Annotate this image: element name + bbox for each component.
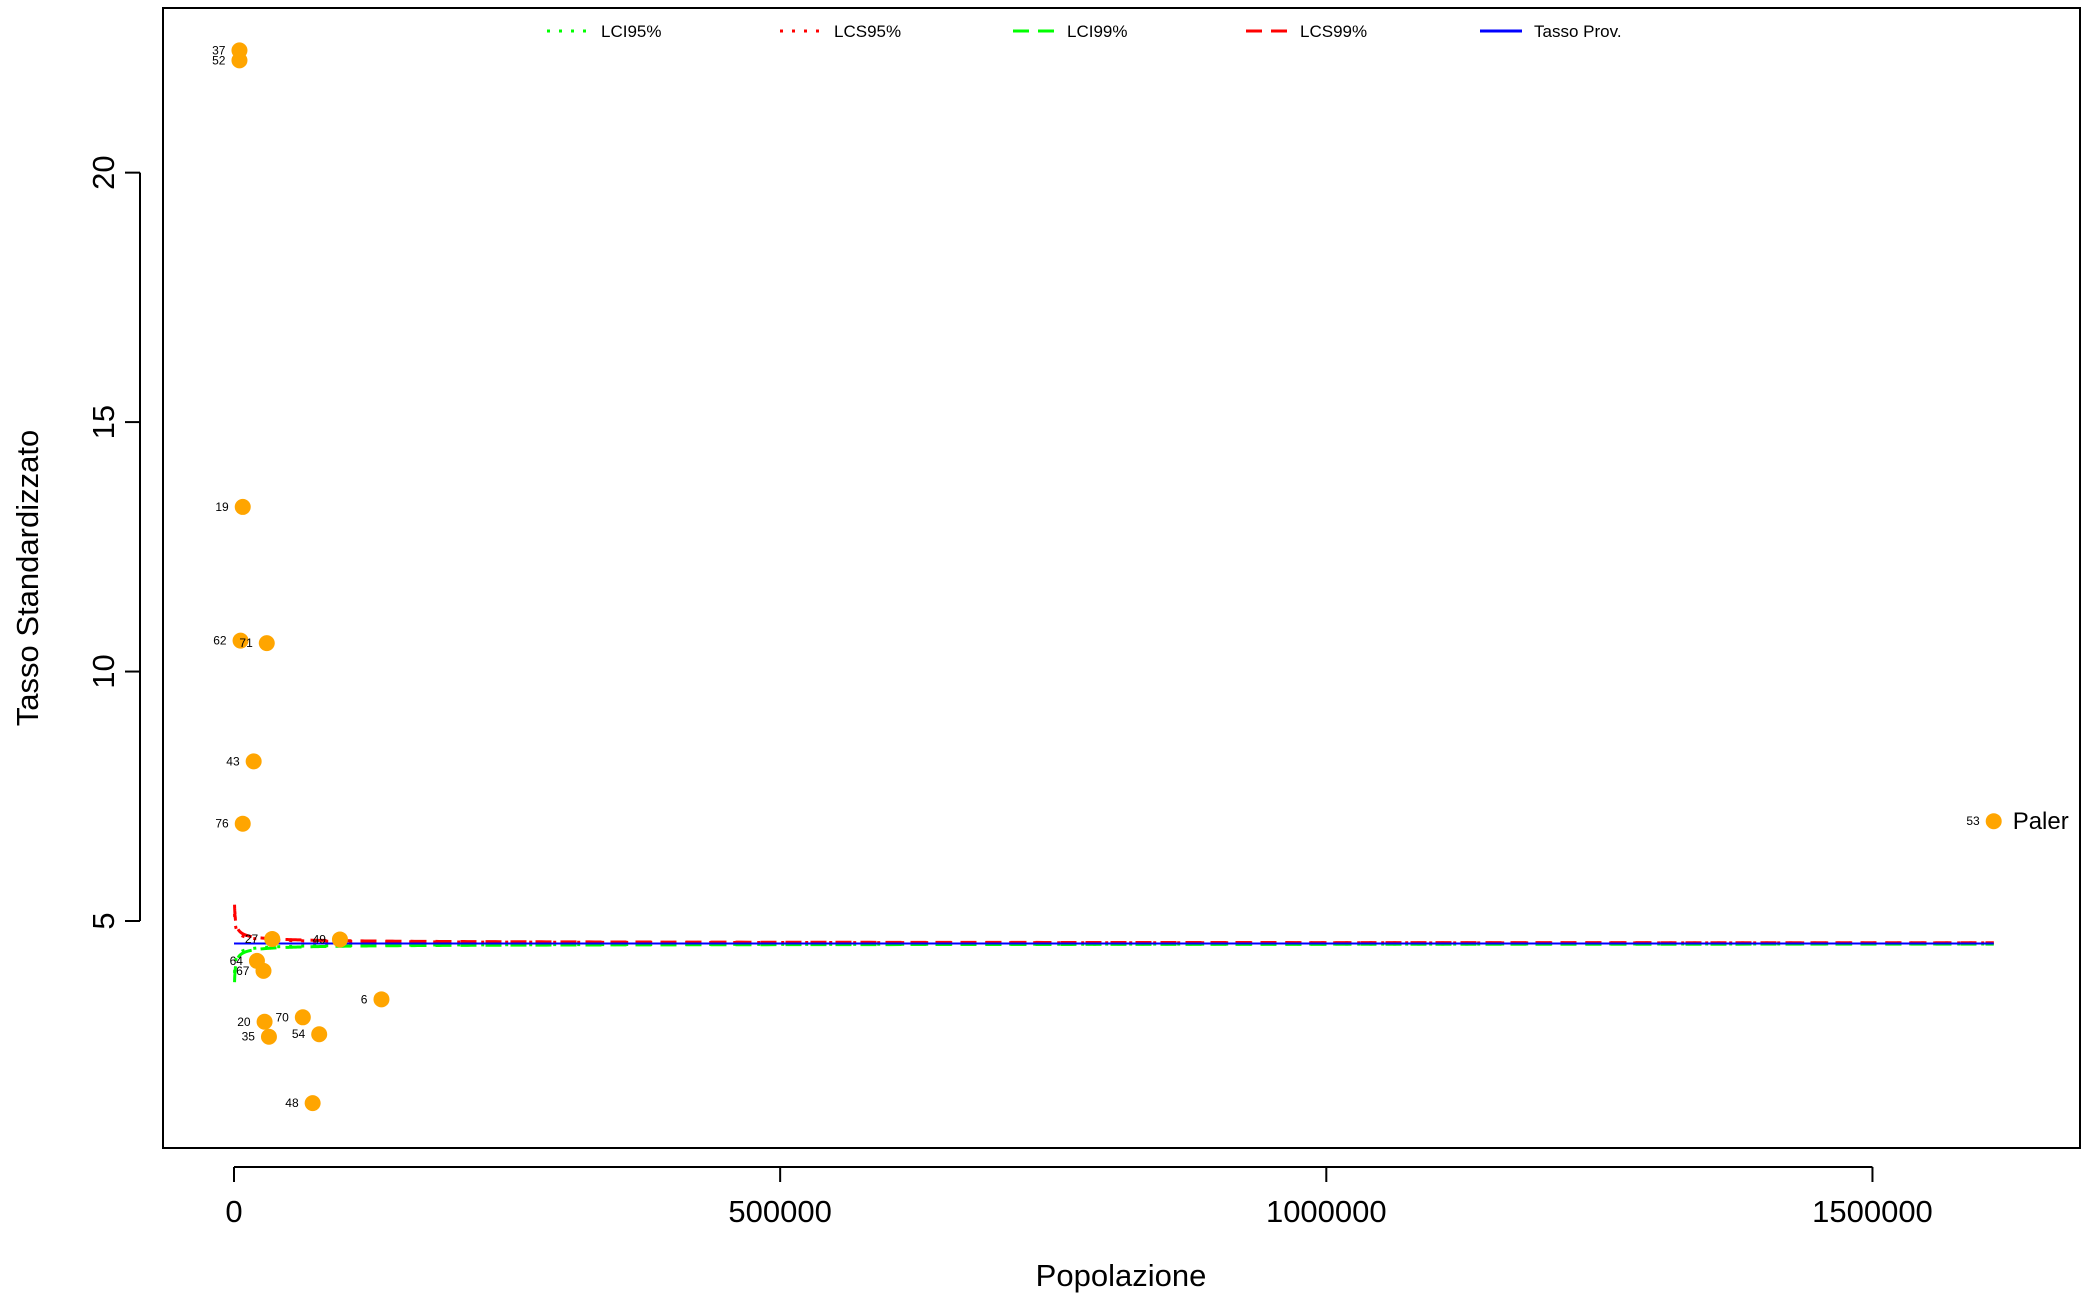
point-id-label: 70 [275, 1010, 289, 1024]
point-id-label: 67 [236, 964, 250, 978]
data-point [231, 52, 248, 69]
point-id-label: 52 [212, 53, 226, 67]
point-id-label: 27 [245, 932, 259, 946]
data-point [331, 931, 348, 948]
reference-lines [233, 904, 1994, 983]
y-axis-title: Tasso Standardizzato [10, 430, 45, 726]
point-id-label: 62 [213, 634, 227, 648]
point-name-label: Paler [2013, 808, 2069, 835]
data-point [258, 635, 275, 652]
limit-curve-lcs95 [233, 913, 1994, 945]
point-id-label: 49 [313, 932, 327, 946]
data-point [255, 962, 272, 979]
data-point [234, 815, 251, 832]
y-tick-label: 20 [86, 155, 121, 189]
x-tick-label: 1000000 [1266, 1194, 1387, 1229]
legend-label: Tasso Prov. [1534, 22, 1622, 41]
legend-label: LCS99% [1300, 22, 1367, 41]
point-id-label: 6 [361, 992, 368, 1006]
legend-label: LCI95% [601, 22, 661, 41]
data-point [245, 753, 262, 770]
x-tick-label: 0 [225, 1194, 242, 1229]
limit-curve-lci95 [233, 942, 1994, 974]
point-id-label: 20 [237, 1015, 251, 1029]
data-point [1985, 813, 2002, 830]
point-id-label: 71 [239, 636, 253, 650]
data-point [264, 930, 281, 947]
limit-curve-lci99 [233, 942, 1994, 983]
plot-frame [162, 7, 2081, 1149]
data-point [294, 1009, 311, 1026]
legend: LCI95% LCS95% LCI99% LCS99% Tasso Prov. [547, 22, 1622, 41]
point-id-label: 43 [226, 754, 240, 768]
point-id-label: 54 [292, 1027, 306, 1041]
y-tick-label: 15 [86, 405, 121, 439]
data-point [304, 1095, 321, 1112]
x-tick-label: 1500000 [1812, 1194, 1933, 1229]
point-id-label: 35 [242, 1030, 256, 1044]
point-id-label: 37 [212, 43, 226, 57]
data-point [260, 1028, 277, 1045]
point-id-label: 48 [285, 1096, 299, 1110]
y-tick-label: 5 [86, 912, 121, 929]
legend-label: LCS95% [834, 22, 901, 41]
data-point [232, 632, 249, 649]
data-point [373, 991, 390, 1008]
data-point [234, 498, 251, 515]
y-tick-label: 10 [86, 654, 121, 688]
point-id-label: 76 [215, 817, 229, 831]
point-id-label: 64 [230, 954, 244, 968]
x-tick-label: 500000 [728, 1194, 831, 1229]
data-point [256, 1013, 273, 1030]
point-id-label: 53 [1966, 814, 1980, 828]
limit-curve-lcs99 [233, 904, 1994, 945]
axes: 0 500000 1000000 1500000 5 10 15 20 [86, 155, 1933, 1229]
data-point [311, 1026, 328, 1043]
x-axis-title: Popolazione [1036, 1258, 1207, 1293]
legend-label: LCI99% [1067, 22, 1127, 41]
data-points [231, 42, 2002, 1112]
point-id-label: 19 [215, 500, 229, 514]
